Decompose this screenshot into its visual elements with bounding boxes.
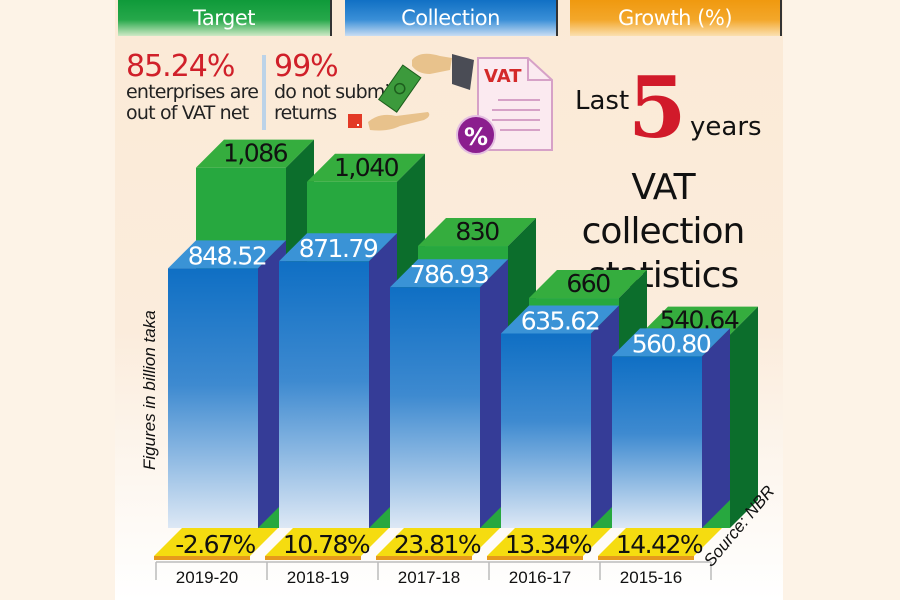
stat-no-returns: 99% do not submit returns (274, 49, 397, 124)
collection-bar (168, 268, 258, 528)
growth-value-label: 13.34% (505, 530, 592, 559)
collection-value-label: 786.93 (410, 260, 488, 289)
legend-growth-label: Growth (%) (617, 6, 733, 30)
title-last: Last (575, 86, 630, 116)
target-value-label: 830 (455, 217, 499, 246)
y-axis-label: Figures in billion taka (140, 310, 159, 470)
stat-line: out of VAT net (126, 102, 249, 124)
x-axis-year-label: 2016-17 (509, 568, 571, 587)
target-value-label: 660 (566, 269, 610, 298)
stat-out-of-vat-net: 85.24% enterprises are out of VAT net (126, 49, 259, 124)
collection-value-label: 848.52 (188, 241, 266, 270)
growth-value-label: 14.42% (616, 530, 703, 559)
stat-divider (262, 55, 266, 130)
collection-bar (501, 333, 591, 528)
growth-value-label: -2.67% (175, 530, 255, 559)
stat-line: returns (274, 102, 337, 124)
collection-value-label: 560.80 (632, 329, 711, 358)
title-years: years (690, 112, 762, 142)
legend-target: Target (118, 0, 330, 36)
collection-bar (390, 287, 480, 528)
target-value-label: 1,086 (223, 139, 288, 168)
growth-value-label: 10.78% (283, 530, 370, 559)
legend-collection: Collection (345, 0, 556, 36)
x-axis-year-label: 2018-19 (287, 568, 349, 587)
legend-growth: Growth (%) (570, 0, 780, 36)
chart-title-line1: VAT collection (581, 167, 746, 252)
x-axis-year-label: 2017-18 (398, 568, 460, 587)
collection-bar (279, 261, 369, 528)
stat-line: do not submit (274, 81, 397, 103)
collection-value-label: 635.62 (521, 307, 599, 336)
legend-collection-label: Collection (401, 6, 500, 30)
collection-bar (612, 356, 702, 528)
x-axis-year-label: 2015-16 (620, 568, 682, 587)
x-axis-year-label: 2019-20 (176, 568, 238, 587)
growth-value-label: 23.81% (394, 530, 481, 559)
title-five: 5 (628, 58, 687, 157)
stat-line: enterprises are (126, 81, 259, 103)
stat-value: 85.24% (126, 49, 235, 84)
legend-target-label: Target (193, 6, 255, 30)
chart-title: VAT collection statistics (548, 166, 778, 298)
stat-value: 99% (274, 49, 339, 84)
target-value-label: 1,040 (334, 153, 399, 182)
collection-value-label: 871.79 (299, 234, 378, 263)
